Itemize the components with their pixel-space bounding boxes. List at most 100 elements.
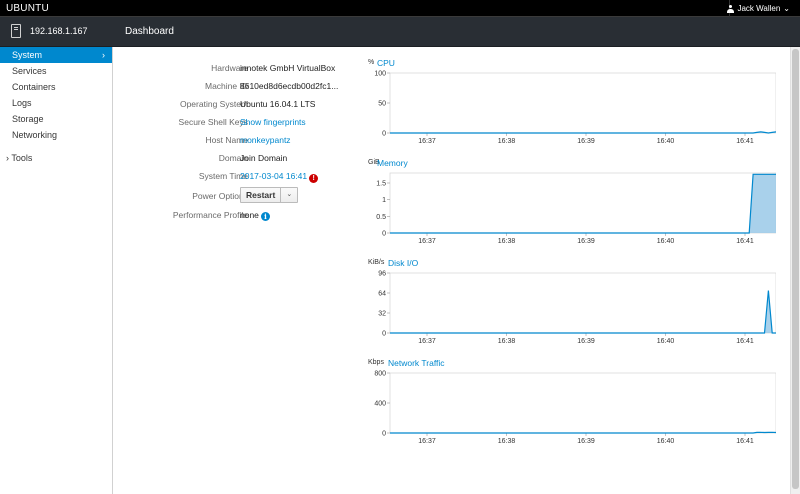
sidebar-item-containers[interactable]: Containers (0, 79, 112, 95)
x-tick-label: 16:41 (736, 438, 754, 445)
sidebar-item-label: Logs (12, 98, 32, 108)
memory-plot: GiB Memory 0 0.5 1 1.5 16:37 16:38 16:39 16:40 1… (366, 158, 776, 253)
sidebar: System › Services Containers Logs Storag… (0, 47, 113, 494)
system-time-value: 2017-03-04 16:41! (240, 171, 319, 183)
x-tick-label: 16:37 (418, 138, 436, 145)
hardware-value: innotek GmbH VirtualBox (240, 63, 336, 73)
performance-profile-label: Performance Profile (172, 210, 248, 220)
y-tick-label: 400 (374, 401, 386, 408)
y-tick-label: 64 (378, 291, 386, 298)
show-fingerprints-link[interactable]: Show fingerprints (240, 117, 306, 127)
sidebar-item-services[interactable]: Services (0, 63, 112, 79)
sidebar-item-label: Networking (12, 130, 58, 140)
series-line (390, 131, 776, 134)
ssh-keys-label: Secure Shell Keys (178, 117, 248, 127)
scrollbar-thumb[interactable] (792, 49, 799, 489)
host-name-label: Host Name (205, 135, 248, 145)
y-tick-label: 0 (382, 331, 386, 338)
info-icon[interactable]: i (260, 212, 270, 221)
user-icon (727, 4, 735, 13)
info-row-domain: Domain Join Domain (114, 151, 344, 165)
restart-button[interactable]: Restart (241, 188, 282, 202)
x-tick-label: 16:37 (418, 438, 436, 445)
system-time-link[interactable]: 2017-03-04 16:41 (240, 171, 308, 181)
page-header: Dashboard (113, 17, 800, 47)
x-tick-label: 16:37 (418, 338, 436, 345)
join-domain-link[interactable]: Join Domain (240, 153, 288, 163)
plot-title[interactable]: Disk I/O (388, 258, 419, 268)
user-menu[interactable]: Jack Wallen ⌄ (727, 4, 790, 13)
sidebar-item-label: System (12, 50, 43, 60)
machine-id-label: Machine ID (205, 81, 248, 91)
hardware-label: Hardware (211, 63, 248, 73)
user-name: Jack Wallen (737, 4, 781, 13)
sidebar-item-storage[interactable]: Storage (0, 111, 112, 127)
sidebar-item-label: Services (12, 66, 47, 76)
os-label: Operating System (179, 99, 248, 109)
series-line (390, 290, 776, 334)
top-navbar: UBUNTU Jack Wallen ⌄ (0, 0, 800, 17)
plot-unit: % (368, 59, 375, 66)
sidebar-item-label: Containers (12, 82, 56, 92)
memory-chart: 0 0.5 1 1.5 16:37 16:38 16:39 16:40 16:41 (376, 172, 776, 245)
info-row-power: Power Options Restart ⌄ (114, 187, 344, 203)
plot-unit: GiB (368, 159, 380, 166)
alert-icon[interactable]: ! (309, 174, 319, 183)
info-row-machine-id: Machine ID 8610ed8d6ecdb00d2fc1... (114, 79, 344, 93)
sidebar-item-label: Storage (12, 114, 44, 124)
y-tick-label: 0.5 (376, 214, 386, 221)
chevron-right-icon: › (102, 50, 105, 60)
x-tick-label: 16:39 (577, 338, 595, 345)
host-name-link[interactable]: monkeypantz (240, 135, 291, 145)
y-tick-label: 32 (378, 311, 386, 318)
sidebar-item-networking[interactable]: Networking (0, 127, 112, 143)
plot-title[interactable]: Memory (377, 158, 408, 168)
x-tick-label: 16:38 (498, 238, 516, 245)
x-tick-label: 16:40 (657, 438, 675, 445)
x-tick-label: 16:40 (657, 338, 675, 345)
x-tick-label: 16:38 (498, 438, 516, 445)
chevron-down-icon[interactable]: ⌄ (286, 191, 293, 198)
x-tick-label: 16:40 (657, 138, 675, 145)
server-icon (11, 24, 21, 38)
info-row-ssh-keys: Secure Shell Keys Show fingerprints (114, 115, 344, 129)
network-chart: 0 400 800 16:37 16:38 16:39 16:40 16:41 (374, 371, 776, 445)
plot-title[interactable]: Network Traffic (388, 358, 445, 368)
x-tick-label: 16:41 (736, 238, 754, 245)
scrollbar[interactable] (790, 47, 800, 494)
sidebar-item-tools[interactable]: › Tools (0, 150, 112, 166)
x-tick-label: 16:41 (736, 138, 754, 145)
x-tick-label: 16:37 (418, 238, 436, 245)
chevron-right-icon: › (6, 153, 9, 163)
power-options-label: Power Options (192, 191, 248, 201)
plot-frame (389, 372, 776, 434)
y-tick-label: 0 (382, 431, 386, 438)
sidebar-item-label: Tools (11, 153, 33, 163)
machine-id-value: 8610ed8d6ecdb00d2fc1... (240, 81, 339, 91)
host-switcher[interactable]: 192.168.1.167 (0, 17, 113, 47)
profile-name[interactable]: none (240, 210, 259, 220)
chevron-down-icon: ⌄ (783, 4, 790, 13)
info-row-host-name: Host Name monkeypantz (114, 133, 344, 147)
x-tick-label: 16:41 (736, 338, 754, 345)
plot-frame (389, 172, 776, 234)
y-tick-label: 0 (382, 231, 386, 238)
host-name: 192.168.1.167 (30, 26, 88, 36)
sidebar-item-system[interactable]: System › (0, 47, 112, 63)
page-title: Dashboard (125, 26, 174, 37)
x-tick-label: 16:38 (498, 138, 516, 145)
x-tick-label: 16:39 (577, 138, 595, 145)
series-line (390, 431, 776, 434)
performance-profile-value: none i (240, 210, 270, 221)
cpu-chart: 0 50 100 16:37 16:38 16:39 16:40 16:41 (374, 71, 776, 145)
info-row-profile: Performance Profile none i (114, 208, 344, 222)
info-row-hardware: Hardware innotek GmbH VirtualBox (114, 61, 344, 75)
system-time-label: System Time (198, 171, 248, 181)
plot-title[interactable]: CPU (377, 58, 395, 68)
info-row-os: Operating System Ubuntu 16.04.1 LTS (114, 97, 344, 111)
y-tick-label: 0 (382, 131, 386, 138)
x-tick-label: 16:39 (577, 238, 595, 245)
y-tick-label: 50 (378, 101, 386, 108)
sidebar-item-logs[interactable]: Logs (0, 95, 112, 111)
x-tick-label: 16:38 (498, 338, 516, 345)
